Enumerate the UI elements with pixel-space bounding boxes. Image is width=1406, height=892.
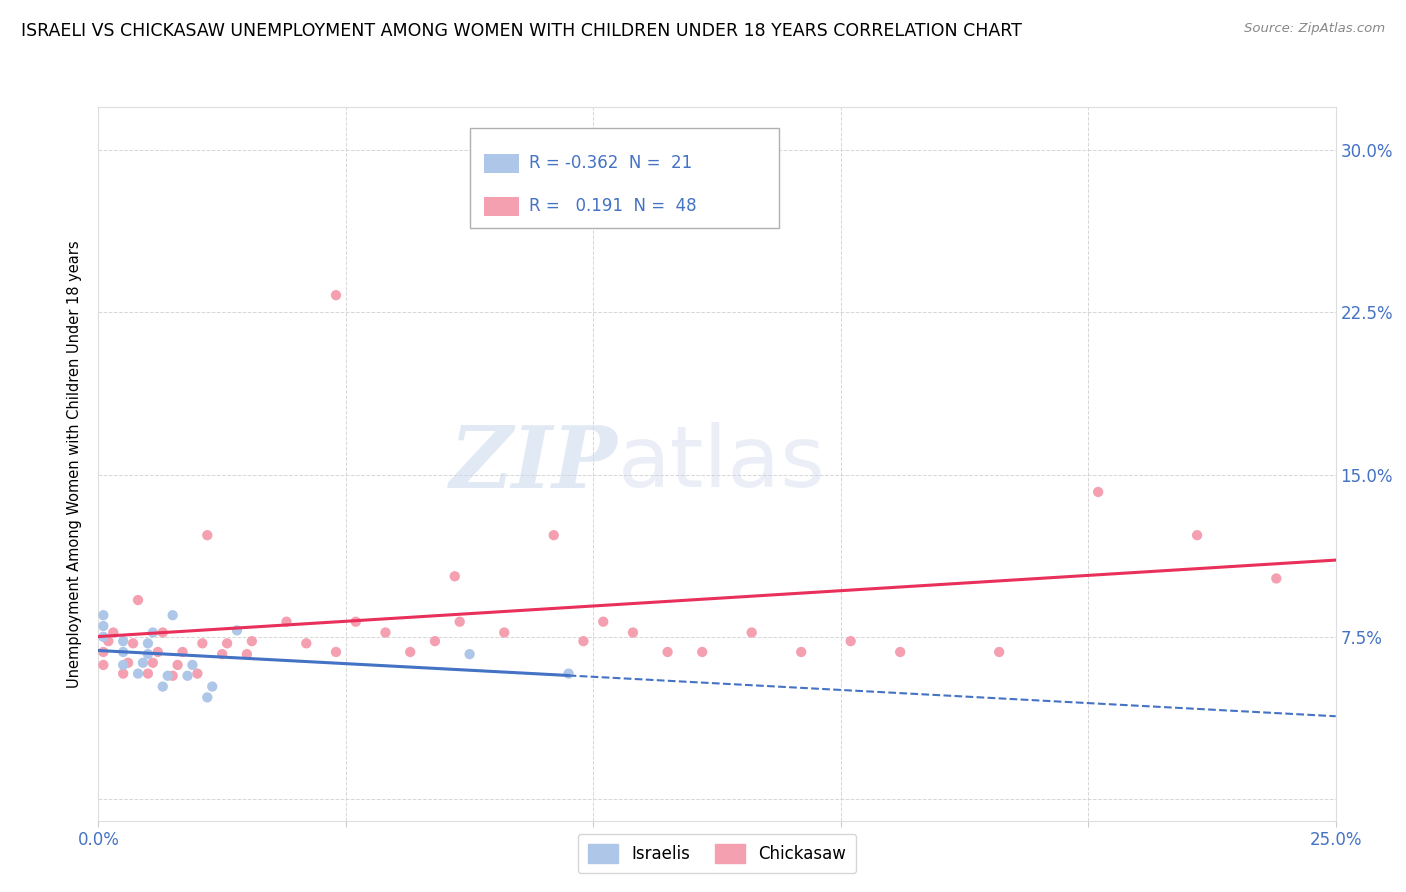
Point [657, 645, 679, 659]
Point [112, 645, 135, 659]
Point [195, 528, 218, 542]
Point [152, 680, 174, 694]
Point [1185, 528, 1208, 542]
Point [276, 615, 298, 629]
Point [132, 656, 155, 670]
Point [592, 615, 614, 629]
Point [136, 636, 159, 650]
Point [103, 625, 125, 640]
Point [186, 666, 208, 681]
Point [162, 608, 184, 623]
Point [690, 645, 713, 659]
Text: R =   0.191  N =  48: R = 0.191 N = 48 [529, 197, 696, 215]
Point [136, 666, 159, 681]
Point [236, 647, 259, 661]
Point [295, 636, 318, 650]
Point [543, 528, 565, 542]
Point [93, 645, 115, 659]
Point [93, 657, 115, 672]
Point [201, 680, 224, 694]
Point [136, 647, 159, 661]
Text: atlas: atlas [619, 422, 827, 506]
Legend: Israelis, Chickasaw: Israelis, Chickasaw [578, 834, 856, 873]
Point [423, 634, 446, 648]
Point [572, 634, 595, 648]
Point [152, 625, 174, 640]
Text: ISRAELI VS CHICKASAW UNEMPLOYMENT AMONG WOMEN WITH CHILDREN UNDER 18 YEARS CORRE: ISRAELI VS CHICKASAW UNEMPLOYMENT AMONG … [21, 22, 1022, 40]
Point [112, 634, 135, 648]
Point [112, 666, 135, 681]
Point [494, 625, 516, 640]
Point [1265, 571, 1288, 585]
Point [195, 690, 218, 705]
Point [449, 615, 471, 629]
Point [217, 636, 239, 650]
Text: Source: ZipAtlas.com: Source: ZipAtlas.com [1244, 22, 1385, 36]
Text: ZIP: ZIP [450, 422, 619, 506]
Point [127, 593, 149, 607]
Point [443, 569, 465, 583]
Y-axis label: Unemployment Among Women with Children Under 18 years: Unemployment Among Women with Children U… [67, 240, 83, 688]
Point [1087, 485, 1109, 500]
Point [127, 666, 149, 681]
Point [93, 608, 115, 623]
Point [156, 669, 179, 683]
Point [166, 657, 188, 672]
Point [839, 634, 862, 648]
Point [112, 657, 135, 672]
Point [889, 645, 911, 659]
Point [146, 645, 169, 659]
Point [458, 647, 481, 661]
Point [93, 630, 115, 644]
Point [117, 656, 139, 670]
Point [325, 645, 347, 659]
Point [344, 615, 367, 629]
Point [211, 647, 233, 661]
Point [97, 634, 120, 648]
Point [621, 625, 644, 640]
Point [494, 212, 516, 227]
Point [325, 288, 347, 302]
Point [790, 645, 813, 659]
Point [93, 619, 115, 633]
Point [988, 645, 1011, 659]
Point [226, 624, 249, 638]
Point [374, 625, 396, 640]
Point [399, 645, 422, 659]
Point [122, 636, 145, 650]
Point [240, 634, 263, 648]
Point [172, 645, 194, 659]
Point [191, 636, 214, 650]
Point [142, 656, 165, 670]
Point [176, 669, 198, 683]
Point [162, 669, 184, 683]
Point [557, 666, 579, 681]
Point [181, 657, 204, 672]
Point [741, 625, 763, 640]
Point [142, 625, 165, 640]
Text: R = -0.362  N =  21: R = -0.362 N = 21 [529, 154, 692, 172]
